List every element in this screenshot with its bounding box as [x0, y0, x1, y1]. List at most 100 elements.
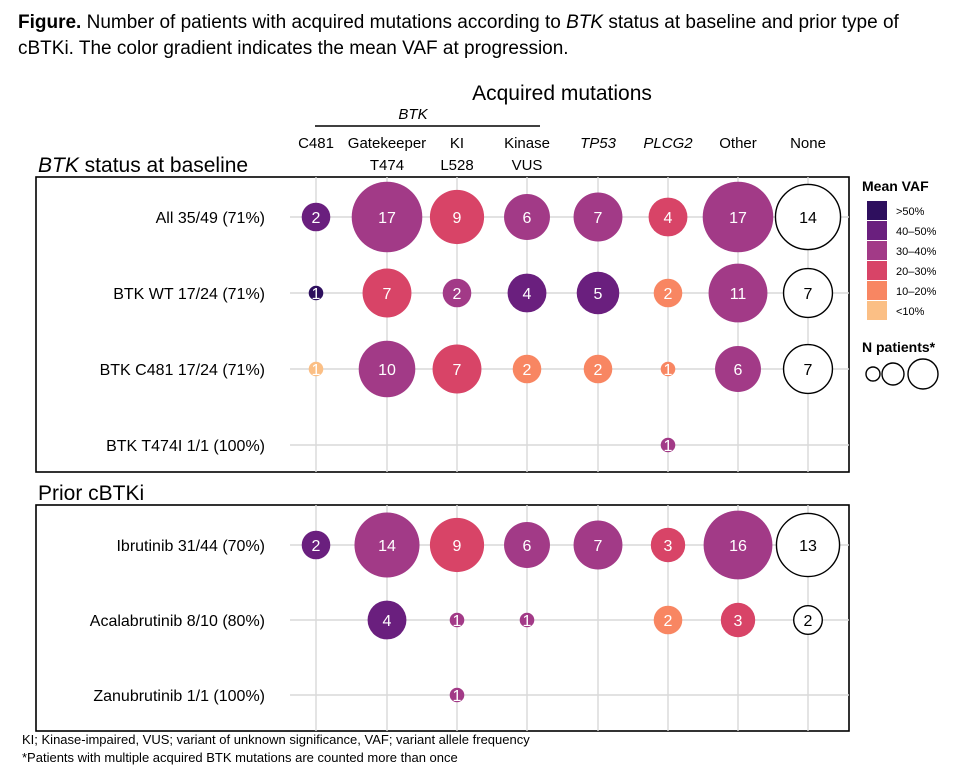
bubble-count: 1	[312, 286, 321, 303]
bubble-gatekeeper	[354, 512, 420, 578]
bubble-count: 9	[453, 210, 462, 227]
bubble-count: 2	[312, 538, 321, 555]
row-label: Acalabrutinib 8/10 (80%)	[90, 613, 265, 630]
bubble-other	[708, 263, 768, 323]
btk-group-label: BTK	[398, 106, 428, 123]
panel-title-text: status at baseline	[79, 154, 248, 177]
bubble-count: 7	[594, 210, 603, 227]
column-header-ki: KI	[450, 135, 464, 152]
row-label: All 35/49 (71%)	[156, 210, 265, 227]
bubble-count: 2	[664, 613, 673, 630]
bubble-count: 13	[799, 538, 817, 555]
bubble-plcg2	[660, 437, 676, 453]
legend-size-circle	[881, 362, 905, 386]
panel-frame-0	[35, 176, 850, 473]
legend-vaf-label: <10%	[896, 306, 925, 318]
chart-title: Acquired mutations	[472, 82, 652, 105]
bubble-count: 1	[523, 613, 532, 630]
bubble-gatekeeper	[358, 340, 416, 398]
legend-vaf-label: 40–50%	[896, 226, 937, 238]
bubble-count: 6	[734, 362, 743, 379]
bubble-c481	[301, 530, 331, 560]
bubble-count: 7	[804, 286, 813, 303]
bubble-other	[715, 346, 761, 392]
panel-title-text: Prior cBTKi	[38, 482, 144, 505]
bubble-plcg2	[648, 197, 688, 237]
row-label: Ibrutinib 31/44 (70%)	[116, 538, 265, 555]
bubble-kinase	[519, 612, 535, 628]
bubble-other	[702, 181, 774, 253]
bubble-none	[782, 267, 834, 319]
bubble-c481	[308, 361, 324, 377]
bubble-count: 2	[664, 286, 673, 303]
legend-size-circle	[907, 358, 939, 390]
bubble-gatekeeper	[362, 268, 412, 318]
bubble-none	[793, 605, 824, 636]
caption-text-a: Number of patients with acquired mutatio…	[81, 12, 567, 33]
bubble-none	[782, 343, 834, 395]
legend-vaf-label: 20–30%	[896, 266, 937, 278]
bubble-plcg2	[653, 278, 683, 308]
bubble-count: 1	[453, 613, 462, 630]
legend-swatch	[867, 301, 887, 320]
caption-label: Figure.	[18, 12, 82, 33]
bubble-count: 2	[312, 210, 321, 227]
bubble-count: 1	[453, 688, 462, 705]
legend-vaf-title: Mean VAF	[862, 178, 929, 194]
footnote-counting: *Patients with multiple acquired BTK mut…	[22, 750, 458, 765]
bubble-count: 7	[804, 362, 813, 379]
bubble-other	[720, 602, 756, 638]
bubble-kinase	[512, 354, 542, 384]
legend-swatch	[867, 241, 887, 260]
legend-swatch	[867, 221, 887, 240]
column-header-gatekeeper: Gatekeeper	[348, 135, 426, 152]
row-label: Zanubrutinib 1/1 (100%)	[93, 688, 265, 705]
legend-size-circle	[865, 366, 881, 382]
column-header-tp53: TP53	[580, 135, 617, 152]
bubble-count: 7	[594, 538, 603, 555]
bubble-count: 6	[523, 210, 532, 227]
bubble-tp53	[576, 271, 620, 315]
bubble-tp53	[573, 520, 623, 570]
row-label: BTK C481 17/24 (71%)	[100, 362, 265, 379]
column-header-other: Other	[719, 135, 757, 152]
bubble-plcg2	[660, 361, 676, 377]
bubble-none	[775, 512, 841, 578]
bubble-c481	[301, 202, 331, 232]
bubble-count: 17	[378, 210, 396, 227]
panel-title-gene: BTK	[38, 154, 80, 177]
row-label: BTK T474I 1/1 (100%)	[106, 438, 265, 455]
column-subheader-kinase: VUS	[512, 157, 543, 174]
legend-swatch	[867, 201, 887, 220]
bubble-ki	[449, 687, 465, 703]
bubble-count: 7	[453, 362, 462, 379]
bubble-count: 2	[804, 613, 813, 630]
bubble-none	[774, 183, 842, 251]
bubble-count: 14	[378, 538, 396, 555]
bubble-tp53	[583, 354, 613, 384]
bubble-ki	[449, 612, 465, 628]
column-subheader-gatekeeper: T474	[370, 157, 404, 174]
bubble-ki	[432, 344, 482, 394]
bubble-ki	[442, 278, 472, 308]
bubble-count: 11	[730, 286, 747, 303]
bubble-count: 5	[594, 286, 603, 303]
legend-swatch	[867, 281, 887, 300]
bubble-count: 6	[523, 538, 532, 555]
bubble-count: 3	[734, 613, 743, 630]
panel-title-0: BTK status at baseline	[38, 154, 248, 177]
figure-caption: Figure. Number of patients with acquired…	[18, 10, 948, 62]
caption-gene: BTK	[566, 12, 604, 33]
bubble-count: 4	[383, 613, 392, 630]
column-header-c481: C481	[298, 135, 334, 152]
column-header-plcg2: PLCG2	[643, 135, 693, 152]
bubble-count: 16	[729, 538, 747, 555]
legend-vaf-label: 10–20%	[896, 286, 937, 298]
column-header-kinase: Kinase	[504, 135, 550, 152]
bubble-count: 10	[378, 362, 396, 379]
bubble-count: 1	[664, 438, 673, 455]
bubble-tp53	[573, 192, 623, 242]
bubble-plcg2	[650, 527, 686, 563]
row-label: BTK WT 17/24 (71%)	[113, 286, 265, 303]
